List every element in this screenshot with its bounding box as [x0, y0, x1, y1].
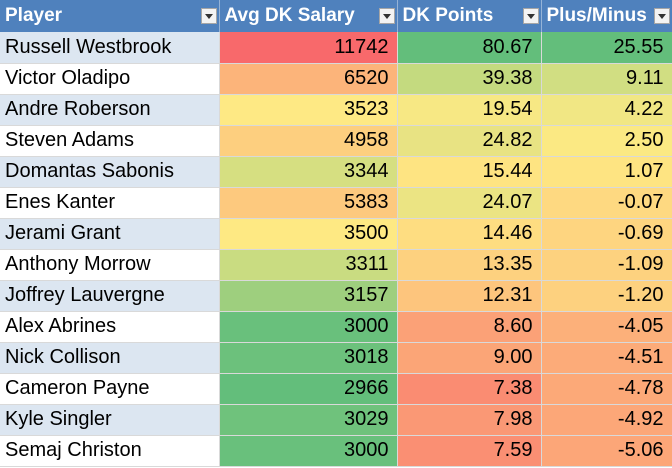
table-row: Jerami Grant 3500 14.46 -0.69 — [0, 218, 672, 250]
cell-player[interactable]: Domantas Sabonis — [0, 156, 220, 188]
cell-plus-minus[interactable]: 4.22 — [541, 94, 672, 126]
table-row: Joffrey Lauvergne 3157 12.31 -1.20 — [0, 280, 672, 312]
cell-player[interactable]: Cameron Payne — [0, 373, 220, 405]
cell-avg-dk-salary[interactable]: 6520 — [219, 63, 398, 95]
filter-dropdown-player[interactable] — [200, 8, 217, 24]
cell-plus-minus[interactable]: -4.78 — [541, 373, 672, 405]
header-avg-dk-salary-label: Avg DK Salary — [224, 5, 355, 26]
cell-avg-dk-salary[interactable]: 11742 — [219, 32, 398, 64]
table-row: Victor Oladipo 6520 39.38 9.11 — [0, 63, 672, 95]
dropdown-arrow-icon — [204, 13, 213, 19]
cell-avg-dk-salary[interactable]: 2966 — [219, 373, 398, 405]
cell-plus-minus[interactable]: -4.92 — [541, 404, 672, 436]
cell-plus-minus[interactable]: -0.07 — [541, 187, 672, 219]
cell-plus-minus[interactable]: 1.07 — [541, 156, 672, 188]
cell-player[interactable]: Jerami Grant — [0, 218, 220, 250]
cell-avg-dk-salary[interactable]: 5383 — [219, 187, 398, 219]
cell-avg-dk-salary[interactable]: 3029 — [219, 404, 398, 436]
table-row: Russell Westbrook 11742 80.67 25.55 — [0, 32, 672, 64]
cell-player[interactable]: Russell Westbrook — [0, 32, 220, 64]
cell-plus-minus[interactable]: -4.51 — [541, 342, 672, 374]
header-dk-points-label: DK Points — [402, 5, 494, 26]
cell-dk-points[interactable]: 19.54 — [397, 94, 542, 126]
cell-avg-dk-salary[interactable]: 3500 — [219, 218, 398, 250]
dropdown-arrow-icon — [382, 13, 391, 19]
table-row: Cameron Payne 2966 7.38 -4.78 — [0, 373, 672, 405]
dropdown-arrow-icon — [657, 13, 666, 19]
cell-plus-minus[interactable]: 25.55 — [541, 32, 672, 64]
cell-plus-minus[interactable]: -4.05 — [541, 311, 672, 343]
cell-avg-dk-salary[interactable]: 3344 — [219, 156, 398, 188]
table-row: Enes Kanter 5383 24.07 -0.07 — [0, 187, 672, 219]
cell-avg-dk-salary[interactable]: 3523 — [219, 94, 398, 126]
table-row: Anthony Morrow 3311 13.35 -1.09 — [0, 249, 672, 281]
cell-dk-points[interactable]: 7.98 — [397, 404, 542, 436]
cell-dk-points[interactable]: 24.82 — [397, 125, 542, 157]
cell-dk-points[interactable]: 24.07 — [397, 187, 542, 219]
cell-player[interactable]: Steven Adams — [0, 125, 220, 157]
cell-player[interactable]: Alex Abrines — [0, 311, 220, 343]
cell-dk-points[interactable]: 7.38 — [397, 373, 542, 405]
cell-player[interactable]: Semaj Christon — [0, 435, 220, 467]
cell-avg-dk-salary[interactable]: 4958 — [219, 125, 398, 157]
header-player: Player — [0, 0, 220, 32]
filter-dropdown-plus-minus[interactable] — [653, 8, 670, 24]
cell-dk-points[interactable]: 15.44 — [397, 156, 542, 188]
filter-dropdown-dk-points[interactable] — [522, 8, 539, 24]
table-row: Kyle Singler 3029 7.98 -4.92 — [0, 404, 672, 436]
table-row: Andre Roberson 3523 19.54 4.22 — [0, 94, 672, 126]
cell-player[interactable]: Anthony Morrow — [0, 249, 220, 281]
cell-player[interactable]: Andre Roberson — [0, 94, 220, 126]
cell-player[interactable]: Enes Kanter — [0, 187, 220, 219]
table-row: Domantas Sabonis 3344 15.44 1.07 — [0, 156, 672, 188]
cell-avg-dk-salary[interactable]: 3311 — [219, 249, 398, 281]
table-row: Alex Abrines 3000 8.60 -4.05 — [0, 311, 672, 343]
cell-avg-dk-salary[interactable]: 3018 — [219, 342, 398, 374]
table-row: Steven Adams 4958 24.82 2.50 — [0, 125, 672, 157]
cell-dk-points[interactable]: 13.35 — [397, 249, 542, 281]
header-plus-minus: Plus/Minus — [541, 0, 672, 32]
table-row: Semaj Christon 3000 7.59 -5.06 — [0, 435, 672, 467]
cell-plus-minus[interactable]: -0.69 — [541, 218, 672, 250]
dropdown-arrow-icon — [526, 13, 535, 19]
table-row: Nick Collison 3018 9.00 -4.51 — [0, 342, 672, 374]
cell-player[interactable]: Victor Oladipo — [0, 63, 220, 95]
cell-plus-minus[interactable]: 9.11 — [541, 63, 672, 95]
cell-player[interactable]: Kyle Singler — [0, 404, 220, 436]
cell-player[interactable]: Joffrey Lauvergne — [0, 280, 220, 312]
cell-plus-minus[interactable]: 2.50 — [541, 125, 672, 157]
cell-dk-points[interactable]: 80.67 — [397, 32, 542, 64]
cell-avg-dk-salary[interactable]: 3000 — [219, 311, 398, 343]
cell-dk-points[interactable]: 7.59 — [397, 435, 542, 467]
cell-dk-points[interactable]: 8.60 — [397, 311, 542, 343]
cell-plus-minus[interactable]: -1.09 — [541, 249, 672, 281]
cell-plus-minus[interactable]: -5.06 — [541, 435, 672, 467]
cell-dk-points[interactable]: 12.31 — [397, 280, 542, 312]
cell-avg-dk-salary[interactable]: 3157 — [219, 280, 398, 312]
header-player-label: Player — [5, 5, 63, 26]
cell-dk-points[interactable]: 9.00 — [397, 342, 542, 374]
cell-avg-dk-salary[interactable]: 3000 — [219, 435, 398, 467]
cell-dk-points[interactable]: 14.46 — [397, 218, 542, 250]
header-row: Player Avg DK Salary DK Points Plus/Minu… — [0, 0, 672, 32]
header-plus-minus-label: Plus/Minus — [546, 5, 647, 26]
header-dk-points: DK Points — [397, 0, 542, 32]
cell-plus-minus[interactable]: -1.20 — [541, 280, 672, 312]
header-avg-dk-salary: Avg DK Salary — [219, 0, 398, 32]
filter-dropdown-avg-dk-salary[interactable] — [378, 8, 395, 24]
cell-player[interactable]: Nick Collison — [0, 342, 220, 374]
cell-dk-points[interactable]: 39.38 — [397, 63, 542, 95]
